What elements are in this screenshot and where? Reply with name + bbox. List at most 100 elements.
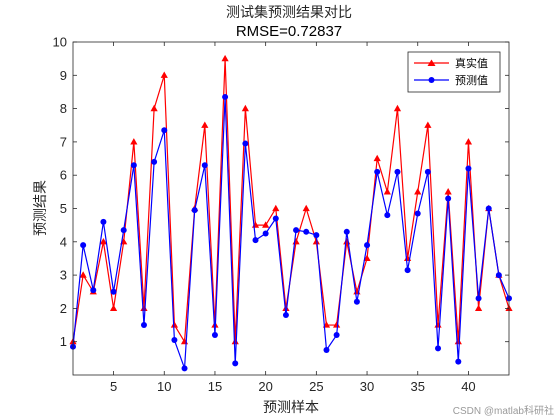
x-tick-label: 15 [208, 379, 222, 394]
series-1-point [161, 127, 168, 134]
series-1-point [455, 358, 462, 365]
series-0-point [414, 188, 422, 195]
series-0-point [333, 321, 341, 328]
series-1-point [232, 360, 239, 367]
series-1-point [120, 227, 127, 234]
series-1-point [435, 345, 442, 352]
series-1-point [353, 298, 360, 305]
y-tick-label: 2 [60, 301, 67, 316]
series-1-point [211, 332, 218, 339]
series-1-point [171, 337, 178, 344]
series-1-point [151, 158, 158, 165]
x-tick-label: 5 [110, 379, 117, 394]
series-1-point [262, 230, 269, 237]
series-1-point [343, 228, 350, 235]
series-1-point [130, 162, 137, 169]
legend: 真实值 预测值 [407, 51, 501, 93]
series-0-point [444, 188, 452, 195]
series-0-point [231, 337, 239, 345]
series-1-point [252, 237, 259, 244]
series-1-point [242, 140, 249, 147]
series-1-point [140, 322, 147, 329]
series-0-point [130, 138, 138, 145]
series-1-point [424, 168, 431, 175]
series-0-point [363, 254, 371, 262]
y-tick-label: 4 [60, 234, 67, 249]
series-1-point [90, 287, 97, 294]
x-tick-label: 20 [258, 379, 272, 394]
legend-label-predicted: 预测值 [455, 74, 488, 87]
series-0-point [383, 188, 391, 195]
x-tick-label: 35 [411, 379, 425, 394]
series-0-point [170, 321, 178, 328]
y-tick-label: 7 [60, 134, 67, 149]
legend-marker-actual [427, 59, 436, 66]
x-tick-label: 10 [157, 379, 171, 394]
series-1-point [293, 227, 300, 234]
series-0-point [464, 138, 473, 145]
chart-title: 测试集预测结果对比 [226, 4, 352, 21]
series-0-point [424, 121, 432, 128]
series-0-point [79, 271, 87, 278]
series-1-point [465, 165, 472, 172]
y-tick-label: 3 [60, 268, 67, 283]
series-1-point [80, 242, 87, 249]
series-1-point [303, 228, 310, 235]
series-1-point [100, 218, 107, 225]
series-1-point [222, 93, 229, 100]
series-1-point [495, 272, 502, 279]
series-0-point [160, 71, 168, 78]
x-axis-label: 预测样本 [263, 400, 319, 416]
y-tick-label: 9 [60, 68, 67, 83]
series-layer [69, 54, 513, 372]
series-0-point [454, 337, 462, 345]
y-tick-label: 5 [60, 201, 67, 216]
series-0-point [99, 238, 108, 245]
series-1-point [404, 267, 411, 274]
watermark: CSDN @matlab科研社 [452, 406, 554, 417]
series-0-point [201, 121, 209, 128]
series-0-point [373, 154, 381, 162]
series-1-point [191, 207, 198, 214]
series-1-point [333, 332, 340, 339]
series-1-point [181, 365, 188, 372]
y-axis-label: 预测结果 [33, 180, 49, 236]
series-0-point [150, 104, 158, 112]
chart-subtitle: RMSE=0.72837 [236, 23, 342, 40]
series-1-line [72, 96, 510, 369]
series-0-point [241, 104, 249, 112]
x-tick-label: 30 [360, 379, 374, 394]
series-1-point [394, 168, 401, 175]
series-1-point [374, 168, 381, 175]
x-tick-label: 25 [309, 379, 323, 394]
series-0-point [302, 204, 310, 212]
y-tick-label: 1 [60, 334, 67, 349]
series-1-point [364, 242, 371, 249]
series-1-point [313, 232, 320, 239]
axes-layer: 5 10 15 20 25 30 35 40 1 2 3 4 5 6 7 8 9 10 [53, 35, 510, 394]
legend-label-actual: 真实值 [455, 56, 488, 70]
series-1-point [475, 295, 482, 302]
series-0-point [282, 304, 290, 311]
series-0-point [140, 304, 148, 311]
series-1-point [485, 205, 492, 212]
y-tick-label: 10 [53, 35, 67, 50]
legend-box [407, 51, 501, 93]
series-0-point [272, 204, 280, 212]
series-1 [70, 93, 512, 372]
series-1-point [282, 312, 289, 319]
series-0-point [109, 304, 118, 311]
y-tick-label: 6 [60, 168, 67, 183]
series-0-point [262, 221, 270, 228]
series-1-point [414, 210, 421, 217]
legend-marker-predicted [428, 77, 435, 83]
series-0-point [474, 304, 483, 311]
series-1-point [110, 288, 117, 295]
x-tick-label: 40 [461, 379, 475, 394]
series-0-point [221, 54, 229, 62]
series-1-point [201, 162, 208, 169]
series-1-point [384, 212, 391, 219]
series-0-point [393, 104, 402, 112]
series-1-point [272, 215, 279, 222]
